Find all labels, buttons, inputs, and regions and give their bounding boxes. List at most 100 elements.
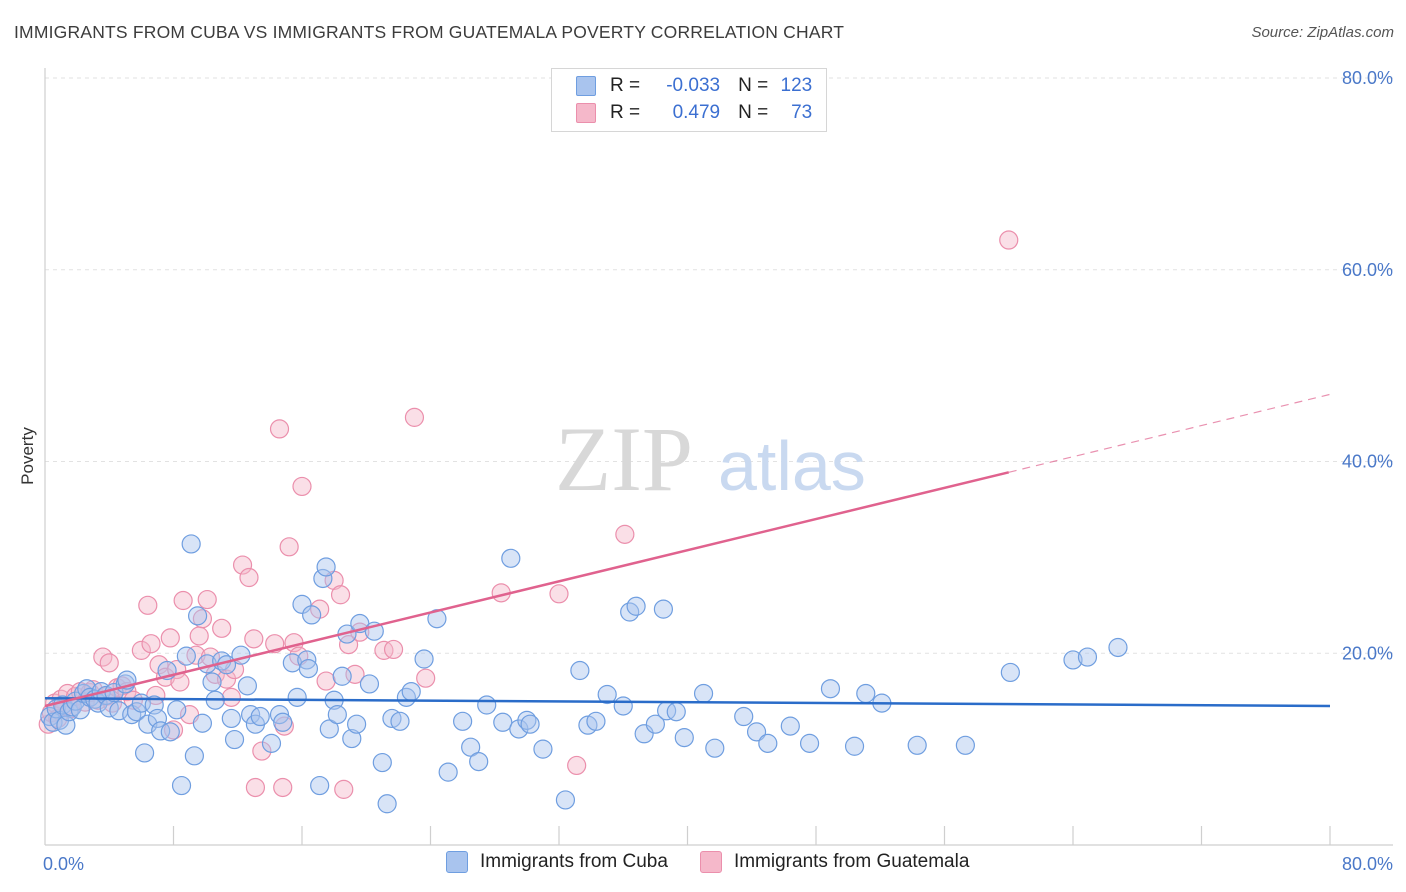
guatemala-point[interactable] xyxy=(404,407,425,427)
cuba-point[interactable] xyxy=(693,683,714,704)
guatemala-point[interactable] xyxy=(292,476,312,497)
guatemala-point[interactable] xyxy=(567,755,587,776)
guatemala-point[interactable] xyxy=(316,671,336,691)
guatemala-point[interactable] xyxy=(212,618,232,638)
cuba-point[interactable] xyxy=(269,705,290,725)
cuba-point[interactable] xyxy=(359,674,380,694)
guatemala-point[interactable] xyxy=(279,537,299,557)
guatemala-point[interactable] xyxy=(999,230,1019,250)
cuba-point[interactable] xyxy=(176,646,196,666)
guatemala-point[interactable] xyxy=(374,640,394,660)
cuba-point[interactable] xyxy=(327,705,347,725)
cuba-point[interactable] xyxy=(653,599,674,619)
cuba-point[interactable] xyxy=(347,714,367,734)
guatemala-point[interactable] xyxy=(173,590,193,611)
cuba-point[interactable] xyxy=(477,695,497,715)
cuba-point[interactable] xyxy=(461,737,481,757)
cuba-point[interactable] xyxy=(645,714,665,734)
cuba-point[interactable] xyxy=(758,733,778,753)
cuba-point[interactable] xyxy=(613,696,633,716)
cuba-point[interactable] xyxy=(221,708,241,729)
cuba-point[interactable] xyxy=(187,606,208,626)
cuba-point[interactable] xyxy=(147,708,168,729)
cuba-point[interactable] xyxy=(287,687,307,707)
cuba-point[interactable] xyxy=(310,775,330,796)
cuba-point[interactable] xyxy=(237,676,257,696)
guatemala-point[interactable] xyxy=(99,653,119,673)
guatemala-point[interactable] xyxy=(141,634,161,654)
cuba-point[interactable] xyxy=(438,762,458,782)
guatemala-point[interactable] xyxy=(549,584,569,604)
guatemala-point[interactable] xyxy=(197,589,217,610)
guatemala-point[interactable] xyxy=(131,640,151,660)
guatemala-point[interactable] xyxy=(138,595,158,615)
cuba-point[interactable] xyxy=(151,721,171,741)
legend-item-guatemala[interactable]: Immigrants from Guatemala xyxy=(699,851,969,873)
cuba-point[interactable] xyxy=(1077,647,1098,667)
guatemala-point[interactable] xyxy=(416,668,436,688)
cuba-point[interactable] xyxy=(273,712,293,732)
cuba-point[interactable] xyxy=(167,700,187,720)
cuba-point[interactable] xyxy=(734,706,754,727)
guatemala-point[interactable] xyxy=(252,741,272,761)
cuba-point[interactable] xyxy=(192,713,213,733)
cuba-point[interactable] xyxy=(1063,650,1083,670)
cuba-point[interactable] xyxy=(570,660,590,681)
cuba-point[interactable] xyxy=(955,735,975,755)
cuba-point[interactable] xyxy=(184,746,204,766)
cuba-point[interactable] xyxy=(292,594,312,614)
cuba-point[interactable] xyxy=(453,711,473,731)
guatemala-point[interactable] xyxy=(615,524,635,544)
cuba-point[interactable] xyxy=(414,649,434,669)
cuba-point[interactable] xyxy=(799,733,820,753)
cuba-point[interactable] xyxy=(401,681,421,702)
cuba-point[interactable] xyxy=(160,722,180,742)
cuba-point[interactable] xyxy=(844,736,865,756)
guatemala-point[interactable] xyxy=(273,777,293,798)
cuba-point[interactable] xyxy=(626,596,646,616)
cuba-point[interactable] xyxy=(666,702,686,722)
cuba-point[interactable] xyxy=(316,557,336,577)
guatemala-point[interactable] xyxy=(330,585,351,605)
cuba-point[interactable] xyxy=(40,706,60,727)
cuba-point[interactable] xyxy=(302,605,322,625)
guatemala-point[interactable] xyxy=(245,777,266,798)
cuba-point[interactable] xyxy=(261,733,282,753)
cuba-point[interactable] xyxy=(231,645,251,665)
guatemala-point[interactable] xyxy=(232,555,253,575)
cuba-point[interactable] xyxy=(674,728,694,748)
cuba-point[interactable] xyxy=(171,775,192,796)
cuba-point[interactable] xyxy=(469,751,489,772)
cuba-point[interactable] xyxy=(224,729,245,750)
cuba-point[interactable] xyxy=(780,716,800,736)
cuba-point[interactable] xyxy=(342,728,362,749)
cuba-point[interactable] xyxy=(298,658,319,679)
cuba-point[interactable] xyxy=(319,719,339,739)
cuba-point[interactable] xyxy=(134,743,155,763)
cuba-point[interactable] xyxy=(250,706,270,727)
cuba-point[interactable] xyxy=(597,684,617,705)
cuba-point[interactable] xyxy=(332,666,352,686)
cuba-point[interactable] xyxy=(520,714,540,734)
cuba-point[interactable] xyxy=(907,735,927,755)
cuba-point[interactable] xyxy=(856,683,876,704)
guatemala-point[interactable] xyxy=(239,567,259,588)
cuba-point[interactable] xyxy=(493,712,513,732)
cuba-point[interactable] xyxy=(377,794,397,814)
guatemala-point[interactable] xyxy=(216,669,237,689)
cuba-point[interactable] xyxy=(533,739,553,759)
cuba-point[interactable] xyxy=(820,679,841,699)
cuba-point[interactable] xyxy=(241,705,261,725)
cuba-point[interactable] xyxy=(501,548,521,568)
guatemala-point[interactable] xyxy=(160,628,180,648)
cuba-point[interactable] xyxy=(313,568,333,589)
legend-item-cuba[interactable]: Immigrants from Cuba xyxy=(446,851,668,873)
cuba-point[interactable] xyxy=(1108,637,1128,658)
cuba-point[interactable] xyxy=(181,534,201,554)
guatemala-point[interactable] xyxy=(244,629,264,649)
cuba-point[interactable] xyxy=(555,790,576,810)
guatemala-point[interactable] xyxy=(269,419,290,439)
guatemala-point[interactable] xyxy=(189,626,209,646)
guatemala-point[interactable] xyxy=(334,779,354,799)
cuba-point[interactable] xyxy=(705,738,725,758)
